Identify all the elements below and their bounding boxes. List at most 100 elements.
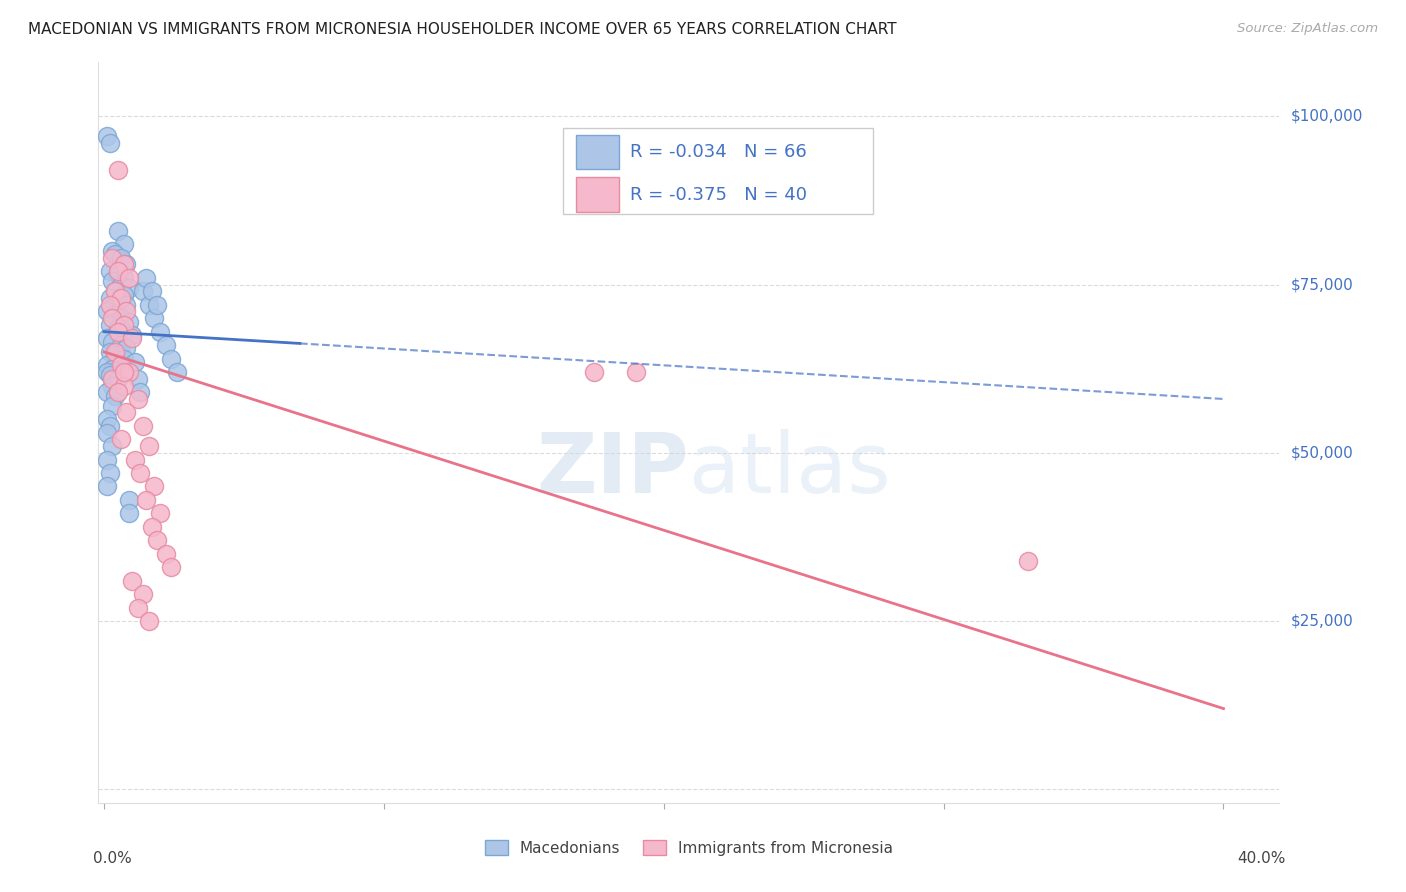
Point [110, 251, 132, 265]
Point [96, 365, 118, 379]
Point [132, 587, 155, 601]
Point [107, 321, 129, 335]
Point [155, 547, 177, 561]
Point [101, 399, 124, 413]
Point [101, 378, 124, 392]
Point [112, 378, 135, 392]
Point [149, 507, 172, 521]
Point [101, 274, 124, 288]
Point [149, 325, 172, 339]
Point [115, 342, 138, 356]
Point [132, 418, 155, 433]
Point [118, 281, 141, 295]
Point [96, 452, 118, 467]
Point [124, 452, 146, 467]
Point [135, 270, 157, 285]
Point [98, 368, 121, 383]
Point [96, 331, 118, 345]
Point [141, 285, 163, 299]
Point [107, 268, 129, 282]
Point [107, 294, 129, 309]
Point [155, 338, 177, 352]
Point [104, 247, 127, 261]
Point [107, 224, 129, 238]
Point [138, 614, 160, 628]
Text: $100,000: $100,000 [1291, 109, 1362, 124]
Text: $50,000: $50,000 [1291, 445, 1354, 460]
Text: atlas: atlas [689, 429, 890, 510]
Point [127, 372, 149, 386]
Point [107, 264, 129, 278]
Point [115, 304, 138, 318]
Point [118, 507, 141, 521]
Point [101, 361, 124, 376]
Point [96, 425, 118, 440]
Point [118, 314, 141, 328]
Point [107, 372, 129, 386]
Text: $75,000: $75,000 [1291, 277, 1354, 292]
Point [129, 385, 152, 400]
Point [582, 365, 605, 379]
Point [624, 365, 647, 379]
Point [98, 344, 121, 359]
Point [98, 318, 121, 332]
Point [104, 388, 127, 402]
Point [104, 348, 127, 362]
Point [98, 264, 121, 278]
Point [104, 285, 127, 299]
Point [104, 344, 127, 359]
Legend: Macedonians, Immigrants from Micronesia: Macedonians, Immigrants from Micronesia [478, 834, 900, 862]
Point [110, 433, 132, 447]
Point [112, 325, 135, 339]
Point [112, 270, 135, 285]
Point [96, 129, 118, 144]
Point [107, 385, 129, 400]
Point [121, 328, 143, 343]
Point [132, 285, 155, 299]
Text: $25,000: $25,000 [1291, 614, 1354, 629]
Point [115, 257, 138, 271]
Point [110, 277, 132, 292]
Point [101, 311, 124, 326]
Point [96, 479, 118, 493]
Point [104, 308, 127, 322]
Point [107, 325, 129, 339]
Point [121, 331, 143, 345]
Point [143, 479, 166, 493]
Point [112, 351, 135, 366]
Text: Source: ZipAtlas.com: Source: ZipAtlas.com [1237, 22, 1378, 36]
Point [166, 365, 188, 379]
Point [112, 365, 135, 379]
Point [118, 365, 141, 379]
Text: MACEDONIAN VS IMMIGRANTS FROM MICRONESIA HOUSEHOLDER INCOME OVER 65 YEARS CORREL: MACEDONIAN VS IMMIGRANTS FROM MICRONESIA… [28, 22, 897, 37]
Point [160, 351, 183, 366]
Point [112, 318, 135, 332]
Point [101, 301, 124, 315]
Point [143, 311, 166, 326]
Point [124, 355, 146, 369]
Point [138, 298, 160, 312]
Point [101, 334, 124, 349]
Point [160, 560, 183, 574]
Point [96, 304, 118, 318]
Point [107, 163, 129, 178]
Text: 40.0%: 40.0% [1237, 851, 1285, 866]
Point [98, 418, 121, 433]
Point [127, 600, 149, 615]
Point [104, 285, 127, 299]
Point [98, 136, 121, 151]
Point [98, 298, 121, 312]
Point [129, 466, 152, 480]
Point [146, 298, 169, 312]
Point [96, 412, 118, 426]
Text: R = -0.375   N = 40: R = -0.375 N = 40 [630, 186, 807, 203]
Point [118, 270, 141, 285]
Point [96, 359, 118, 373]
Point [110, 359, 132, 373]
Point [112, 257, 135, 271]
Point [127, 392, 149, 406]
Text: R = -0.034   N = 66: R = -0.034 N = 66 [630, 143, 807, 161]
Point [110, 338, 132, 352]
Point [138, 439, 160, 453]
Point [98, 291, 121, 305]
